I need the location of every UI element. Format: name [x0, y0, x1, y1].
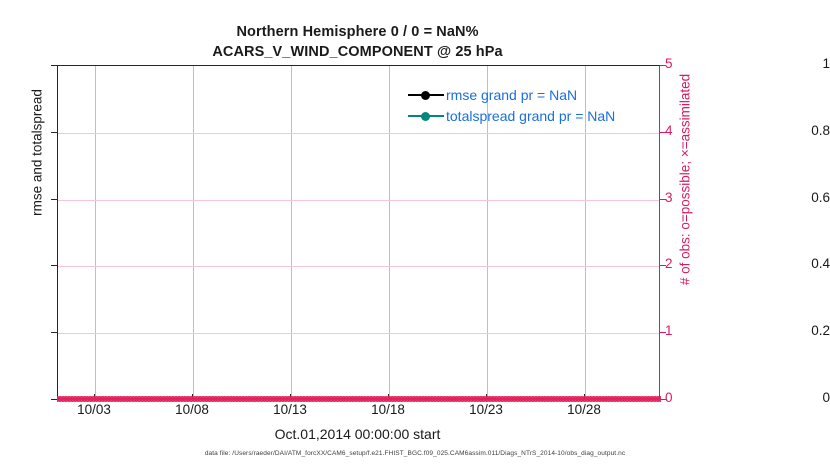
y2-axis-label-3: 3	[665, 189, 673, 205]
y-axis-tick	[51, 65, 57, 66]
y-axis-tick	[51, 265, 57, 267]
data-file-footer: data file: /Users/raeder/DAI/ATM_forcXX/…	[204, 450, 626, 457]
y2-axis-tick	[660, 399, 666, 400]
y2-axis-tick	[660, 65, 666, 66]
y-axis-label-0.4: 0.4	[811, 256, 830, 272]
y2-axis-label-4: 4	[665, 122, 673, 138]
horizontal-gridline	[58, 333, 659, 335]
x-axis-label-2: 10/08	[175, 402, 209, 417]
x-axis-label-5: 10/23	[469, 402, 503, 417]
x-axis-label-6: 10/28	[567, 402, 601, 417]
chart-title-line-2: ACARS_V_WIND_COMPONENT @ 25 hPa	[212, 44, 503, 60]
vertical-gridline	[585, 66, 586, 398]
vertical-gridline	[291, 66, 292, 398]
y-axis-label-0.6: 0.6	[811, 189, 830, 205]
obs-count-marker-series	[57, 392, 661, 406]
y-axis-label-0: 0	[822, 390, 830, 405]
y2-axis-tick	[660, 265, 666, 267]
legend-marker-rmse	[408, 88, 444, 102]
y-axis-label-0.8: 0.8	[811, 122, 830, 138]
y-axis-tick	[51, 332, 57, 334]
y2-axis-label-0: 0	[665, 390, 673, 405]
x-axis-label-3: 10/13	[273, 402, 307, 417]
legend-entry-totalspread[interactable]: totalspread grand pr = NaN	[408, 105, 658, 126]
legend-label-totalspread: totalspread grand pr = NaN	[446, 107, 616, 124]
obs-markers-svg	[57, 395, 661, 403]
vertical-gridline	[95, 66, 96, 398]
y-axis-label-1: 1	[822, 56, 830, 71]
y-axis-title: rmse and totalspread	[29, 89, 45, 216]
horizontal-gridline	[58, 266, 659, 268]
legend-entry-rmse[interactable]: rmse grand pr = NaN	[408, 84, 658, 105]
y2-axis-title: # of obs: o=possible; ×=assimilated	[677, 73, 693, 286]
horizontal-gridline	[58, 132, 659, 134]
y2-axis-tick	[660, 198, 666, 200]
chart-title-line-1: Northern Hemisphere 0 / 0 = NaN%	[236, 24, 479, 40]
y-axis-tick	[51, 131, 57, 133]
y2-axis-label-2: 2	[665, 256, 673, 272]
vertical-gridline	[487, 66, 488, 398]
plot-area	[57, 65, 660, 399]
y-axis-label-0.2: 0.2	[811, 323, 830, 339]
y2-axis-label-5: 5	[665, 56, 673, 71]
vertical-gridline	[193, 66, 194, 398]
chart-title-block: Northern Hemisphere 0 / 0 = NaN% ACARS_V…	[0, 22, 715, 62]
y-axis-tick	[51, 399, 57, 400]
legend-label-rmse: rmse grand pr = NaN	[446, 86, 578, 103]
chart-legend: rmse grand pr = NaN totalspread grand pr…	[408, 84, 658, 126]
x-axis-title: Oct.01,2014 00:00:00 start	[274, 426, 441, 442]
y2-axis-tick	[660, 332, 666, 334]
y2-axis-label-1: 1	[665, 323, 673, 339]
horizontal-gridline	[58, 199, 659, 201]
y-axis-tick	[51, 198, 57, 200]
x-axis-label-4: 10/18	[371, 402, 405, 417]
y2-axis-tick	[660, 131, 666, 133]
vertical-gridline	[389, 66, 390, 398]
x-axis-label-1: 10/03	[77, 402, 111, 417]
legend-marker-totalspread	[408, 109, 444, 123]
